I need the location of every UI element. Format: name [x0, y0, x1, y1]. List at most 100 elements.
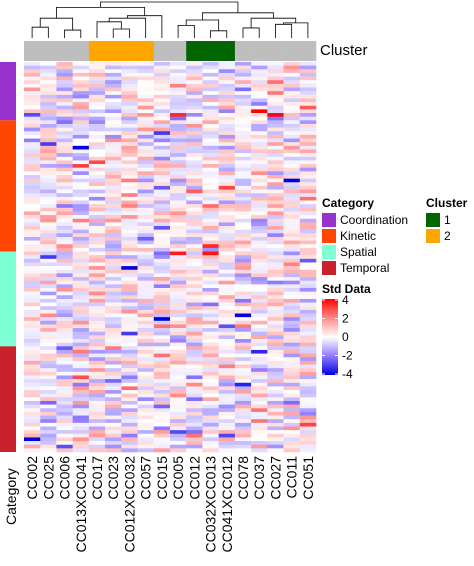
- heatmap-cell: [40, 171, 57, 176]
- heatmap-cell: [251, 204, 268, 209]
- heatmap-cell: [137, 426, 155, 431]
- heatmap-cell: [24, 255, 41, 260]
- heatmap-cell: [170, 287, 187, 292]
- heatmap-cell: [72, 422, 90, 427]
- heatmap-cell: [56, 204, 73, 209]
- heatmap-cell: [251, 309, 268, 314]
- heatmap-cell: [202, 324, 219, 329]
- heatmap-cell: [299, 204, 317, 209]
- heatmap-cell: [153, 102, 171, 107]
- heatmap-cell: [299, 295, 317, 300]
- heatmap-cell: [283, 284, 301, 289]
- heatmap-cell: [202, 335, 219, 340]
- heatmap-cell: [186, 364, 203, 369]
- heatmap-cell: [234, 411, 252, 416]
- heatmap-cell: [218, 113, 236, 117]
- heatmap-cell: [88, 153, 106, 158]
- heatmap-cell: [186, 94, 203, 99]
- heatmap-cell: [170, 371, 187, 376]
- heatmap-cell: [121, 76, 138, 81]
- heatmap-cell: [121, 331, 138, 336]
- heatmap-cell: [186, 236, 203, 241]
- heatmap-cell: [56, 360, 73, 365]
- heatmap-cell: [40, 419, 57, 424]
- heatmap-cell: [234, 342, 252, 347]
- heatmap-cell: [153, 277, 171, 281]
- heatmap-cell: [24, 127, 41, 132]
- heatmap-cell: [153, 404, 171, 409]
- heatmap-cell: [234, 339, 252, 343]
- heatmap-cell: [40, 62, 57, 66]
- heatmap-cell: [186, 266, 203, 271]
- heatmap-cell: [88, 120, 106, 125]
- heatmap-cell: [105, 102, 122, 107]
- heatmap-cell: [40, 353, 57, 358]
- heatmap-cell: [153, 62, 171, 66]
- heatmap-cell: [267, 226, 284, 230]
- heatmap-cell: [267, 306, 284, 311]
- heatmap-cell: [299, 298, 317, 303]
- heatmap-cell: [202, 123, 219, 128]
- heatmap-cell: [72, 393, 90, 398]
- heatmap-cell: [251, 433, 268, 438]
- heatmap-cell: [40, 138, 57, 143]
- heatmap-cell: [299, 62, 317, 66]
- heatmap-cell: [186, 116, 203, 121]
- heatmap-cell: [72, 189, 90, 194]
- heatmap-cell: [267, 320, 284, 325]
- heatmap-cell: [56, 160, 73, 165]
- heatmap-cell: [24, 222, 41, 227]
- legend-category-swatch: [322, 213, 336, 227]
- heatmap-cell: [267, 422, 284, 427]
- heatmap-cell: [218, 349, 236, 354]
- heatmap-cell: [170, 269, 187, 274]
- heatmap-cell: [299, 444, 317, 449]
- heatmap-cell: [186, 328, 203, 333]
- heatmap-cell: [56, 185, 73, 190]
- heatmap-cell: [283, 320, 301, 325]
- heatmap-cell: [218, 444, 236, 449]
- heatmap-cell: [24, 287, 41, 292]
- heatmap-cell: [153, 236, 171, 241]
- heatmap-cell: [72, 207, 90, 212]
- heatmap-cell: [218, 244, 236, 249]
- heatmap-cell: [186, 164, 203, 168]
- heatmap-cell: [267, 244, 284, 249]
- heatmap-cell: [218, 240, 236, 245]
- heatmap-cell: [137, 76, 155, 81]
- heatmap-cell: [56, 324, 73, 329]
- heatmap-cell: [72, 109, 90, 114]
- heatmap-cell: [234, 251, 252, 256]
- heatmap-cell: [137, 433, 155, 438]
- heatmap-cell: [186, 120, 203, 125]
- heatmap-cell: [299, 419, 317, 424]
- cluster-cell: [186, 41, 203, 61]
- heatmap-cell: [56, 349, 73, 354]
- heatmap-cell: [218, 120, 236, 125]
- heatmap-cell: [72, 390, 90, 394]
- heatmap-cell: [218, 193, 236, 198]
- heatmap-cell: [153, 240, 171, 245]
- heatmap-cell: [170, 123, 187, 128]
- heatmap-cell: [299, 244, 317, 249]
- heatmap-cell: [153, 247, 171, 252]
- heatmap-cell: [105, 200, 122, 205]
- heatmap-cell: [137, 69, 155, 74]
- heatmap-cell: [121, 211, 138, 216]
- heatmap-cell: [202, 415, 219, 420]
- heatmap-cell: [202, 404, 219, 409]
- heatmap-cell: [24, 218, 41, 223]
- heatmap-cell: [202, 302, 219, 307]
- heatmap-cell: [88, 426, 106, 431]
- heatmap-cell: [121, 393, 138, 398]
- heatmap-cell: [283, 309, 301, 314]
- heatmap-cell: [88, 76, 106, 81]
- heatmap-cell: [105, 342, 122, 347]
- heatmap-cell: [105, 426, 122, 431]
- heatmap-cell: [170, 415, 187, 420]
- heatmap-cell: [170, 331, 187, 336]
- heatmap-cell: [72, 437, 90, 442]
- heatmap-cell: [40, 222, 57, 227]
- heatmap-cell: [170, 215, 187, 220]
- heatmap-cell: [251, 368, 268, 373]
